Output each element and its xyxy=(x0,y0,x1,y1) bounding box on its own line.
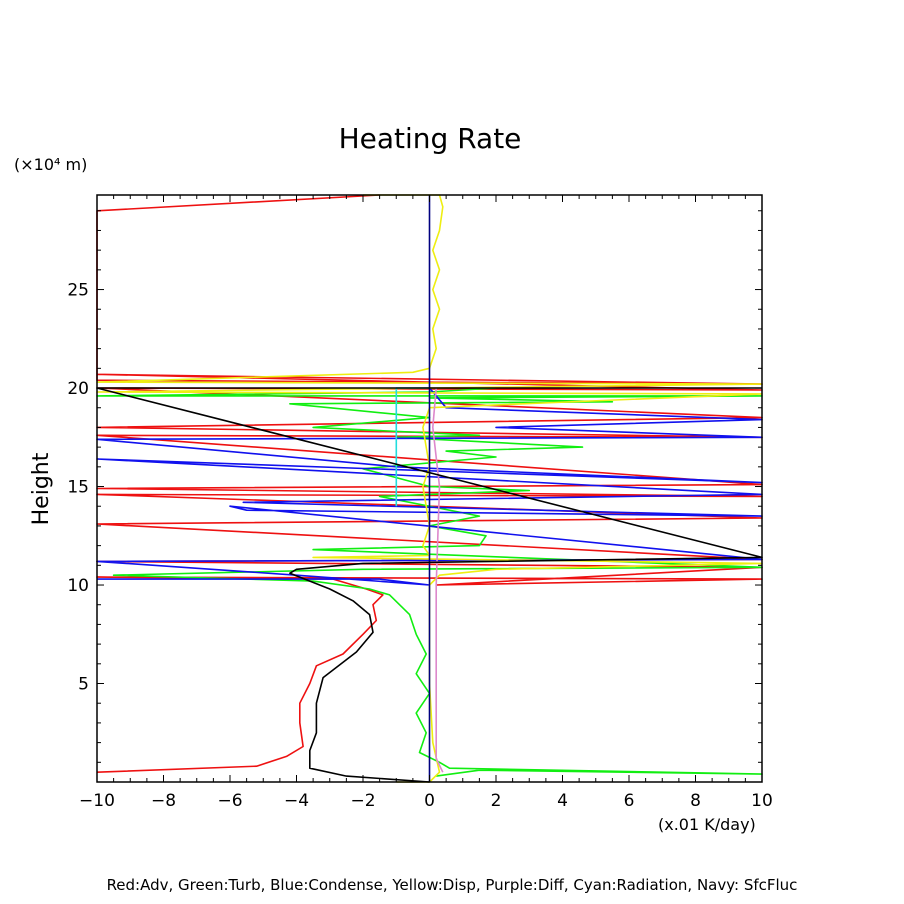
y-tick-label: 5 xyxy=(78,675,89,695)
series-layer xyxy=(96,194,763,783)
y-unit-label: (×10⁴ m) xyxy=(14,155,87,174)
series-line-condense xyxy=(96,387,763,586)
x-tick-label: −10 xyxy=(79,791,115,811)
x-tick-label: 6 xyxy=(624,791,635,811)
x-tick-label: 4 xyxy=(557,791,568,811)
legend-caption: Red:Adv, Green:Turb, Blue:Condense, Yell… xyxy=(106,876,798,894)
x-unit-label: (x.01 K/day) xyxy=(658,815,756,834)
series-line-diff xyxy=(431,387,444,773)
x-tick-label: −6 xyxy=(217,791,242,811)
tick-layer: −10 −8 −6 −4 −2 0 2 4 6 8 10 5 10 15 20 25 xyxy=(67,195,773,811)
x-tick-label: 8 xyxy=(690,791,701,811)
plot-frame xyxy=(96,194,763,783)
y-tick-label: 25 xyxy=(67,281,89,301)
series-line-radiation xyxy=(395,387,430,507)
x-tick-label: −4 xyxy=(284,791,309,811)
series-line-total xyxy=(96,387,763,783)
y-tick-label: 15 xyxy=(67,478,89,498)
x-tick-label: 10 xyxy=(751,791,773,811)
series-line-turb xyxy=(96,387,763,777)
y-tick-label: 10 xyxy=(67,576,89,596)
y-tick-label: 20 xyxy=(67,379,89,399)
x-tick-label: −2 xyxy=(350,791,375,811)
x-tick-label: −8 xyxy=(151,791,176,811)
y-axis-label: Height xyxy=(29,452,54,525)
x-tick-label: 2 xyxy=(491,791,502,811)
chart-title: Heating Rate xyxy=(339,122,522,155)
x-tick-label: 0 xyxy=(424,791,435,811)
